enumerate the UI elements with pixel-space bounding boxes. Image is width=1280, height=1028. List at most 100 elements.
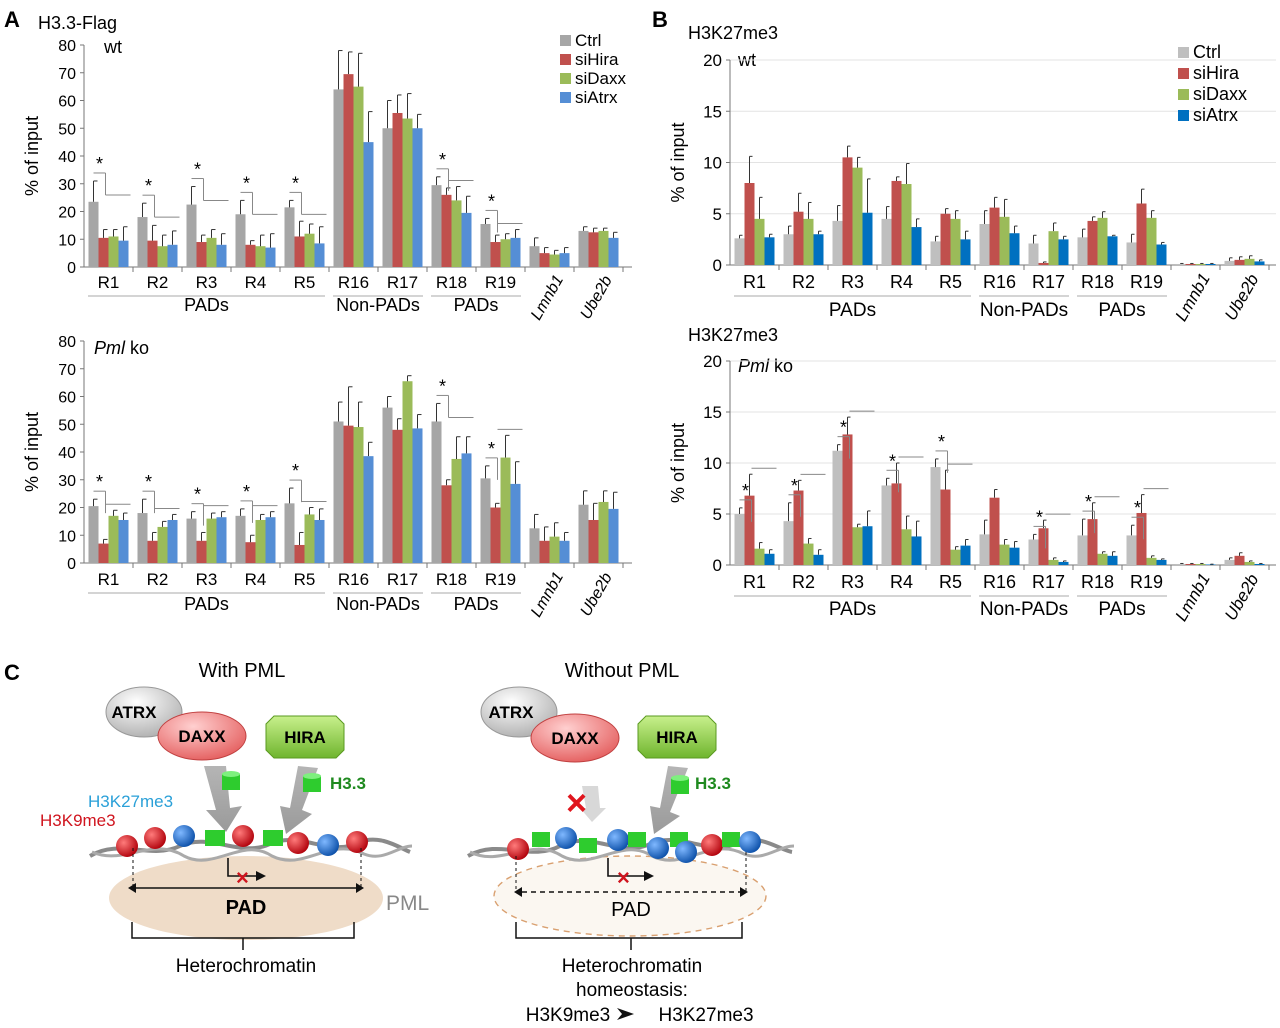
pad-arrow-left xyxy=(514,887,522,897)
bar-sidaxx xyxy=(901,184,912,265)
category-label: R3 xyxy=(196,570,218,589)
group-label: PADs xyxy=(1098,300,1145,321)
bar-ctrl xyxy=(1175,263,1186,265)
category-label: R3 xyxy=(196,273,218,292)
bar-ctrl xyxy=(333,89,344,268)
significance-star: * xyxy=(194,485,201,505)
pad-arrow-right xyxy=(740,887,748,897)
bar-ctrl xyxy=(979,224,990,265)
bar-siatrx xyxy=(363,142,374,267)
legend-swatch xyxy=(1178,68,1189,79)
group-label: Non-PADs xyxy=(980,599,1068,620)
y-axis-label: % of input xyxy=(668,423,688,503)
bar-siatrx xyxy=(216,517,227,563)
bar-siatrx xyxy=(314,243,325,267)
y-tick-label: 10 xyxy=(58,528,76,545)
y-tick-label: 20 xyxy=(703,352,722,371)
category-label: Ube2b xyxy=(577,570,615,619)
bar-siatrx xyxy=(911,227,922,265)
bar-ctrl xyxy=(1126,535,1137,565)
legend-swatch xyxy=(560,35,571,46)
bar-sihira xyxy=(1185,563,1196,565)
bar-sihira xyxy=(588,232,599,267)
category-label: Lmnb1 xyxy=(528,272,567,323)
category-label: Ube2b xyxy=(1221,271,1263,324)
bar-ctrl xyxy=(783,234,794,265)
significance-star: * xyxy=(742,481,749,501)
blocked-x: × xyxy=(566,782,587,823)
bar-sidaxx xyxy=(999,544,1010,565)
category-label: R18 xyxy=(1081,272,1114,292)
y-tick-label: 30 xyxy=(58,177,76,194)
chart-title: H3K27me3 xyxy=(688,325,778,345)
bar-sihira xyxy=(1038,528,1049,565)
y-tick-label: 40 xyxy=(58,149,76,166)
y-tick-label: 0 xyxy=(713,556,722,575)
chart-title: H3K27me3 xyxy=(688,23,778,43)
bar-ctrl xyxy=(979,534,990,565)
h33-nucleosome xyxy=(628,832,646,847)
heterochromatin-bracket xyxy=(515,922,743,950)
bar-sidaxx xyxy=(1146,557,1157,565)
bar-ctrl xyxy=(529,528,540,563)
from-mark-label: H3K9me3 xyxy=(526,1005,611,1026)
atrx-label: ATRX xyxy=(111,703,157,722)
category-label: Lmnb1 xyxy=(1172,270,1214,325)
bar-sidaxx xyxy=(451,200,462,267)
category-label: R2 xyxy=(792,272,815,292)
bar-sihira xyxy=(392,112,403,267)
pml-label: PML xyxy=(386,892,429,915)
legend-swatch xyxy=(560,54,571,65)
diagram-without-pml: Without PML ATRX DAXX HIRA × H3.3 xyxy=(467,660,795,1026)
bar-sihira xyxy=(196,540,207,563)
bar-sihira xyxy=(989,207,1000,265)
legend-label: siHira xyxy=(575,50,619,69)
significance-star: * xyxy=(439,376,446,396)
bar-ctrl xyxy=(333,421,344,563)
bar-sihira xyxy=(793,490,804,565)
without-pml-title: Without PML xyxy=(565,660,679,682)
chart-h3k27-pml-ko: H3K27me3 Pml ko % of input 0 5 10 15 20 R1 R2 R3 R4… xyxy=(668,325,1276,625)
bar-sihira xyxy=(392,429,403,563)
h33-nucleosome xyxy=(263,830,283,846)
bar-sihira xyxy=(490,507,501,563)
bar-ctrl xyxy=(881,485,892,565)
chromatin-fiber xyxy=(469,844,795,862)
bar-siatrx xyxy=(960,545,971,565)
bar-sidaxx xyxy=(549,536,560,563)
bar-sihira xyxy=(343,74,354,267)
bar-ctrl xyxy=(186,204,197,267)
bar-sihira xyxy=(245,244,256,267)
bar-ctrl xyxy=(881,218,892,265)
bar-sidaxx xyxy=(1146,217,1157,265)
y-tick-label: 50 xyxy=(58,121,76,138)
bar-sihira xyxy=(98,237,109,267)
bar-siatrx xyxy=(862,526,873,565)
panel-label-a: A xyxy=(4,7,20,32)
group-label: Non-PADs xyxy=(336,594,420,614)
repression-x: × xyxy=(236,865,249,890)
bar-sihira xyxy=(793,211,804,265)
bar-ctrl xyxy=(734,514,745,565)
significance-star: * xyxy=(145,472,152,492)
h3k27me3-nucleosome xyxy=(739,831,761,853)
bar-sidaxx xyxy=(598,230,609,267)
y-tick-label: 20 xyxy=(58,501,76,518)
chart-subtitle-text: wt xyxy=(103,37,122,57)
daxx-label: DAXX xyxy=(551,729,599,748)
bar-sidaxx xyxy=(304,233,315,267)
significance-star: * xyxy=(889,451,896,471)
y-tick-label: 10 xyxy=(703,454,722,473)
bar-sihira xyxy=(1136,203,1147,265)
y-tick-label: 15 xyxy=(703,403,722,422)
bar-sidaxx xyxy=(500,457,511,563)
category-label: R19 xyxy=(485,570,516,589)
bar-sihira xyxy=(343,425,354,563)
significance-star: * xyxy=(243,173,250,193)
h33-label: H3.3 xyxy=(695,774,731,793)
pml-body xyxy=(109,856,383,940)
group-label: Non-PADs xyxy=(336,295,420,315)
bar-sihira xyxy=(940,489,951,565)
significance-star: * xyxy=(840,418,847,438)
pad-label: PAD xyxy=(226,897,267,919)
